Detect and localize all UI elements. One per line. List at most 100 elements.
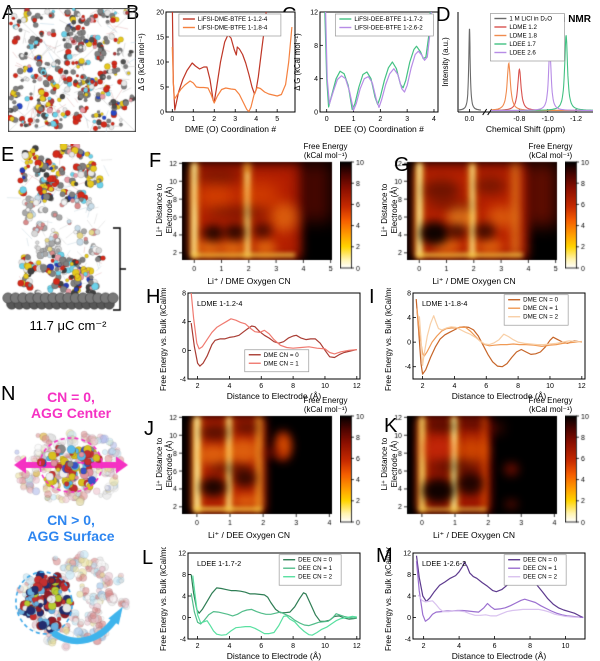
legend-label: DME CN = 1: [264, 360, 299, 367]
panel-d-nmr-chart: 0.0 -0.8 -1.0 -1.2 ⁷Li NMR 1 M LiCl in D₂O LDM…: [440, 4, 598, 142]
x-tick: 10: [321, 643, 329, 650]
x-tick: 3: [233, 116, 237, 123]
legend-label: DME CN = 0: [264, 352, 299, 359]
y-axis-label: Free Energy vs. Bulk (kCal/mol): [159, 288, 168, 391]
x-tick: 2: [421, 383, 425, 390]
panel-d-label: D: [436, 4, 451, 26]
y-tick: 0: [182, 348, 186, 355]
heat-y-axis-label: Li⁺ Distance to Electrode (Å): [380, 437, 399, 491]
panel-n-label: N: [1, 383, 16, 405]
x-axis-label: Chemical Shift (ppm): [486, 124, 566, 134]
legend-label: DME CN = 0: [523, 297, 558, 304]
nmr-trace: [458, 28, 481, 111]
x-tick: 2: [212, 116, 216, 123]
x-tick: 0: [170, 116, 174, 123]
panel-h-label: H: [146, 286, 161, 308]
series-line: [417, 594, 580, 619]
series-line: [418, 315, 582, 367]
colorbar-title: Free Energy (kCal mol⁻¹): [303, 142, 348, 160]
y-tick: 4: [407, 315, 411, 322]
y-axis-label: Intensity (a.u.): [441, 37, 450, 87]
chart-title: LDEE 1-2.6-2: [422, 559, 466, 568]
colorbar-K: [565, 414, 600, 526]
x-tick: 6: [493, 643, 497, 650]
panel-n-agg-center-image: [12, 424, 130, 506]
simulation-box-snapshot: [8, 8, 136, 132]
x-axis-label: Distance to Electrode (Å): [452, 651, 547, 661]
y-tick: 12: [403, 551, 411, 558]
series-line: [171, 26, 293, 112]
legend-label: DEE CN = 1: [523, 565, 557, 572]
x-tick: 0: [325, 116, 329, 123]
panel-j-label: J: [144, 418, 154, 440]
heatmap-canvas-F: [160, 158, 338, 280]
panel-m-chart: 2 4 6 8 10 -4 0 4 8 12 LDEE 1-2.6-2 DEE CN = 0 DEE C…: [383, 541, 591, 661]
x-axis-label: Distance to Electrode (Å): [227, 651, 322, 661]
legend-label: DEE CN = 0: [298, 557, 332, 564]
x-tick: 6: [259, 383, 263, 390]
series-line: [192, 575, 357, 636]
series-line: [171, 12, 267, 111]
x-tick: 2: [196, 383, 200, 390]
panel-e-caption: 11.7 μC cm⁻²: [29, 318, 107, 333]
y-tick: 0: [160, 110, 164, 117]
colorbar-F: [340, 160, 378, 272]
legend-label: DEE CN = 2: [523, 574, 557, 581]
legend-label: DME CN = 1: [523, 305, 558, 312]
y-tick: 12: [310, 10, 318, 17]
x-tick: 10: [321, 383, 329, 390]
legend-label: LiFSI-DME-BTFE 1-1.8-4: [198, 25, 268, 32]
x-tick: 10: [546, 383, 554, 390]
x-tick: 12: [578, 383, 586, 390]
y-tick: -4: [180, 377, 186, 384]
y-axis-label: Δ G (kCal mol⁻¹): [293, 33, 302, 91]
legend-label: LiFSI-DME-BTFE 1-1.2-4: [198, 16, 268, 23]
x-tick: 8: [516, 383, 520, 390]
x-tick: 6: [259, 643, 263, 650]
series-line: [324, 12, 432, 111]
panel-h-chart: 2 4 6 8 10 12 -4 0 4 8 LDME 1-1.2-4 DME CN = 0 DME C…: [158, 281, 366, 401]
y-tick: 0: [314, 110, 318, 117]
heat-x-axis-label: Li⁺ / DEE Oxygen CN: [433, 530, 515, 540]
nmr-title: ⁷Li NMR: [552, 14, 591, 25]
x-tick: 12: [353, 643, 361, 650]
x-axis-label: Distance to Electrode (Å): [452, 391, 547, 400]
panel-b-chart: 0 1 2 3 4 5 0 5 10 15 20 LiFSI-DME-BTFE 1-1.2-4 LiFS…: [136, 4, 302, 142]
y-tick: -4: [180, 637, 186, 644]
x-tick: 8: [291, 643, 295, 650]
nmr-trace: [491, 48, 593, 112]
panel-n-agg-surface-image: [13, 550, 131, 654]
x-tick: 2: [196, 643, 200, 650]
x-tick: -1.0: [542, 116, 554, 123]
x-tick: 4: [227, 383, 231, 390]
y-tick: 0: [182, 615, 186, 622]
colorbar-J: [340, 414, 378, 526]
x-tick: 2: [378, 116, 382, 123]
panel-c-chart: 0 1 2 3 4 0 4 8 12 LiFSI-DEE-BTFE 1-1.7-2 LiFSI-DE…: [292, 4, 444, 142]
panel-m-label: M: [376, 545, 393, 567]
heat-y-axis-label: Li⁺ Distance to Electrode (Å): [155, 183, 174, 237]
x-tick: 4: [254, 116, 258, 123]
panel-k-heatmap: Li⁺ Distance to Electrode (Å) Li⁺ / DEE Ox…: [377, 396, 600, 548]
x-axis-label: Distance to Electrode (Å): [227, 391, 322, 400]
series-line: [190, 293, 357, 355]
x-tick: 5: [275, 116, 279, 123]
panel-f-label: F: [149, 150, 162, 172]
heat-y-axis-label: Li⁺ Distance to Electrode (Å): [155, 437, 174, 491]
colorbar-G: [565, 160, 600, 272]
panel-n-cn0-line2: AGG Center: [30, 405, 112, 421]
x-tick: 8: [291, 383, 295, 390]
legend-box: [244, 349, 310, 373]
y-axis-label: Free Energy vs. Bulk (kCal/mol): [159, 547, 168, 651]
panel-i-label: I: [369, 286, 375, 308]
legend-label: DME CN = 2: [523, 314, 558, 321]
x-tick: -1.2: [570, 116, 582, 123]
x-axis-label: DEE (O) Coordination #: [334, 124, 424, 134]
x-tick: 6: [484, 383, 488, 390]
series-line: [415, 299, 582, 375]
